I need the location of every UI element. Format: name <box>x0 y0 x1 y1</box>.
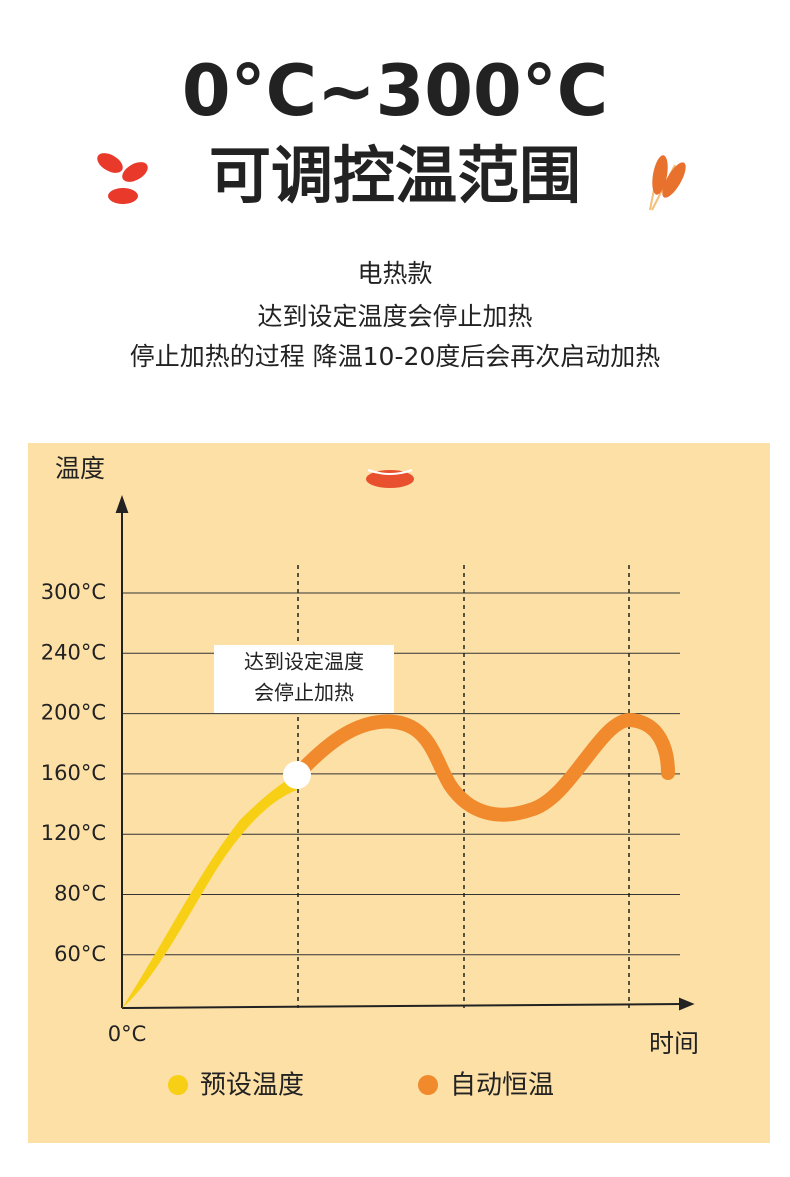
grid: 300°C 240°C 200°C 160°C 120°C 80°C 60°C <box>41 580 680 966</box>
callout-box <box>214 645 394 713</box>
level-label: 300°C <box>41 580 106 604</box>
preset-curve <box>122 775 297 1008</box>
callout-text: 达到设定温度 <box>244 650 364 674</box>
panel-sausage <box>366 469 414 488</box>
title: 0°C~300°C <box>182 50 608 132</box>
level-label: 240°C <box>41 640 106 664</box>
x-axis-label: 时间 <box>649 1029 699 1058</box>
subtitle: 可调控温范围 <box>209 139 581 212</box>
y-axis-label: 温度 <box>55 454 105 483</box>
callout-text: 会停止加热 <box>254 681 354 705</box>
legend-label: 自动恒温 <box>450 1071 554 1101</box>
legend-label: 预设温度 <box>200 1071 304 1101</box>
constant-curve <box>290 712 675 822</box>
level-label: 60°C <box>54 942 106 966</box>
sausage-icon <box>649 155 686 211</box>
dashed-lines <box>297 565 630 1008</box>
set-point <box>283 761 311 789</box>
origin-label: 0°C <box>108 1022 147 1046</box>
panel <box>28 443 770 1143</box>
level-label: 200°C <box>41 701 106 725</box>
level-label: 80°C <box>54 882 106 906</box>
description-line: 停止加热的过程 降温10-20度后会再次启动加热 <box>130 342 661 371</box>
description-line: 电热款 <box>357 259 432 288</box>
level-label: 160°C <box>41 761 106 785</box>
level-label: 120°C <box>41 821 106 845</box>
legend-dot <box>418 1075 438 1095</box>
legend-dot <box>168 1075 188 1095</box>
axes <box>115 495 695 1011</box>
chili-icon <box>97 153 148 204</box>
description-line: 达到设定温度会停止加热 <box>257 302 532 331</box>
